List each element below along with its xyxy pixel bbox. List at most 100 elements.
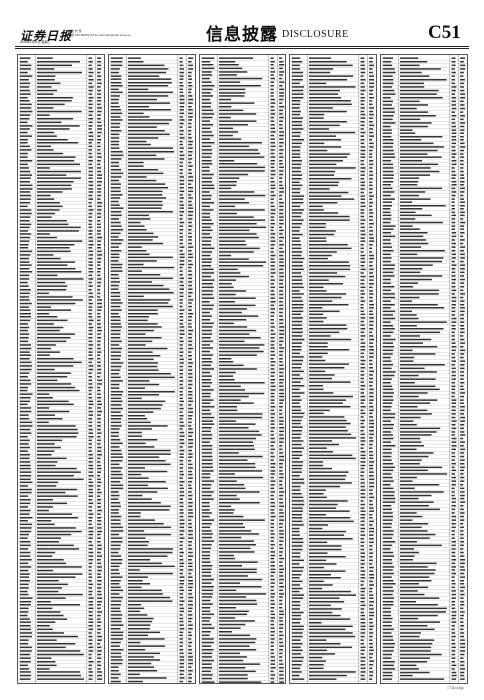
cell-text [110, 580, 121, 582]
cell-text [36, 446, 61, 449]
cell-text [127, 541, 149, 543]
cell-text [201, 371, 210, 374]
cell-text [218, 301, 235, 303]
cell-text [460, 544, 465, 547]
cell-text [451, 194, 456, 197]
cell-text [369, 674, 374, 677]
cell-text [460, 118, 464, 121]
cell-text [292, 507, 304, 509]
cell-text [292, 215, 302, 218]
cell-text [36, 421, 49, 424]
cell-text [97, 230, 101, 232]
cell-text [36, 75, 56, 77]
cell-text [187, 404, 192, 406]
cell-text [179, 498, 183, 500]
cell-text [270, 586, 274, 588]
cell-text [218, 71, 247, 73]
cell-text [19, 149, 32, 151]
cell-text [218, 603, 257, 605]
cell-text [19, 488, 32, 491]
cell-text [369, 113, 375, 116]
cell-text [309, 409, 331, 412]
cell-text [360, 660, 366, 662]
cell-text [292, 584, 301, 586]
cell-text [460, 111, 464, 113]
cell-text [127, 358, 154, 361]
cell-text [218, 265, 263, 267]
cell-text [309, 601, 345, 603]
cell-text [460, 107, 466, 110]
cell-text [382, 338, 396, 341]
cell-text [127, 112, 144, 115]
cell-text [400, 551, 420, 554]
cell-text [309, 363, 350, 365]
cell-text [97, 261, 102, 263]
cell-text [460, 264, 466, 266]
cell-text [451, 86, 457, 88]
cell-text [400, 639, 435, 641]
cell-text [400, 257, 444, 259]
cell-text [400, 583, 420, 585]
cell-text [127, 207, 162, 209]
cell-text [451, 149, 456, 152]
cell-text [369, 307, 375, 309]
cell-text [201, 226, 211, 229]
cell-text [36, 142, 79, 144]
cell-text [360, 146, 366, 148]
cell-text [179, 541, 183, 543]
cell-text [97, 319, 101, 322]
cell-text [19, 281, 28, 284]
cell-text [309, 113, 325, 116]
cell-text [382, 445, 396, 447]
cell-text [270, 240, 276, 242]
cell-text [451, 512, 455, 514]
cell-text [309, 61, 348, 63]
cell-text [292, 524, 305, 526]
cell-text [218, 202, 249, 204]
cell-text [19, 383, 32, 385]
cell-text [369, 100, 373, 102]
cell-text [19, 160, 33, 162]
cell-text [201, 364, 211, 367]
cell-text [36, 313, 50, 315]
cell-text [270, 617, 275, 619]
cell-text [382, 459, 392, 461]
cell-text [110, 292, 121, 294]
cell-text [127, 194, 163, 196]
cell-text [451, 61, 456, 63]
cell-text [309, 667, 324, 670]
cell-text [201, 515, 210, 518]
cell-text [36, 174, 67, 176]
cell-text [278, 463, 283, 465]
cell-text [460, 170, 464, 173]
cell-text [179, 397, 183, 400]
cell-text [360, 566, 365, 569]
cell-text [110, 323, 121, 325]
cell-text [88, 299, 92, 301]
cell-text [309, 307, 323, 309]
cell-text [36, 254, 54, 256]
cell-text [400, 607, 448, 610]
cell-text [382, 484, 391, 486]
cell-text [127, 85, 168, 87]
cell-text [36, 209, 60, 211]
cell-text [127, 442, 146, 445]
cell-text [110, 470, 121, 473]
cell-text [460, 476, 465, 479]
cell-text [369, 338, 375, 341]
cell-text [278, 561, 283, 563]
cell-text [179, 187, 184, 189]
cell-text [400, 413, 433, 415]
cell-text [309, 464, 324, 467]
cell-text [360, 541, 365, 544]
cell-text [309, 614, 341, 617]
cell-text [451, 597, 457, 599]
cell-text [292, 293, 305, 295]
cell-text [309, 198, 355, 200]
cell-text [187, 194, 192, 196]
cell-text [278, 181, 282, 183]
cell-text [460, 71, 465, 74]
cell-text [218, 198, 245, 200]
cell-text [382, 541, 396, 543]
cell-text [382, 473, 392, 475]
